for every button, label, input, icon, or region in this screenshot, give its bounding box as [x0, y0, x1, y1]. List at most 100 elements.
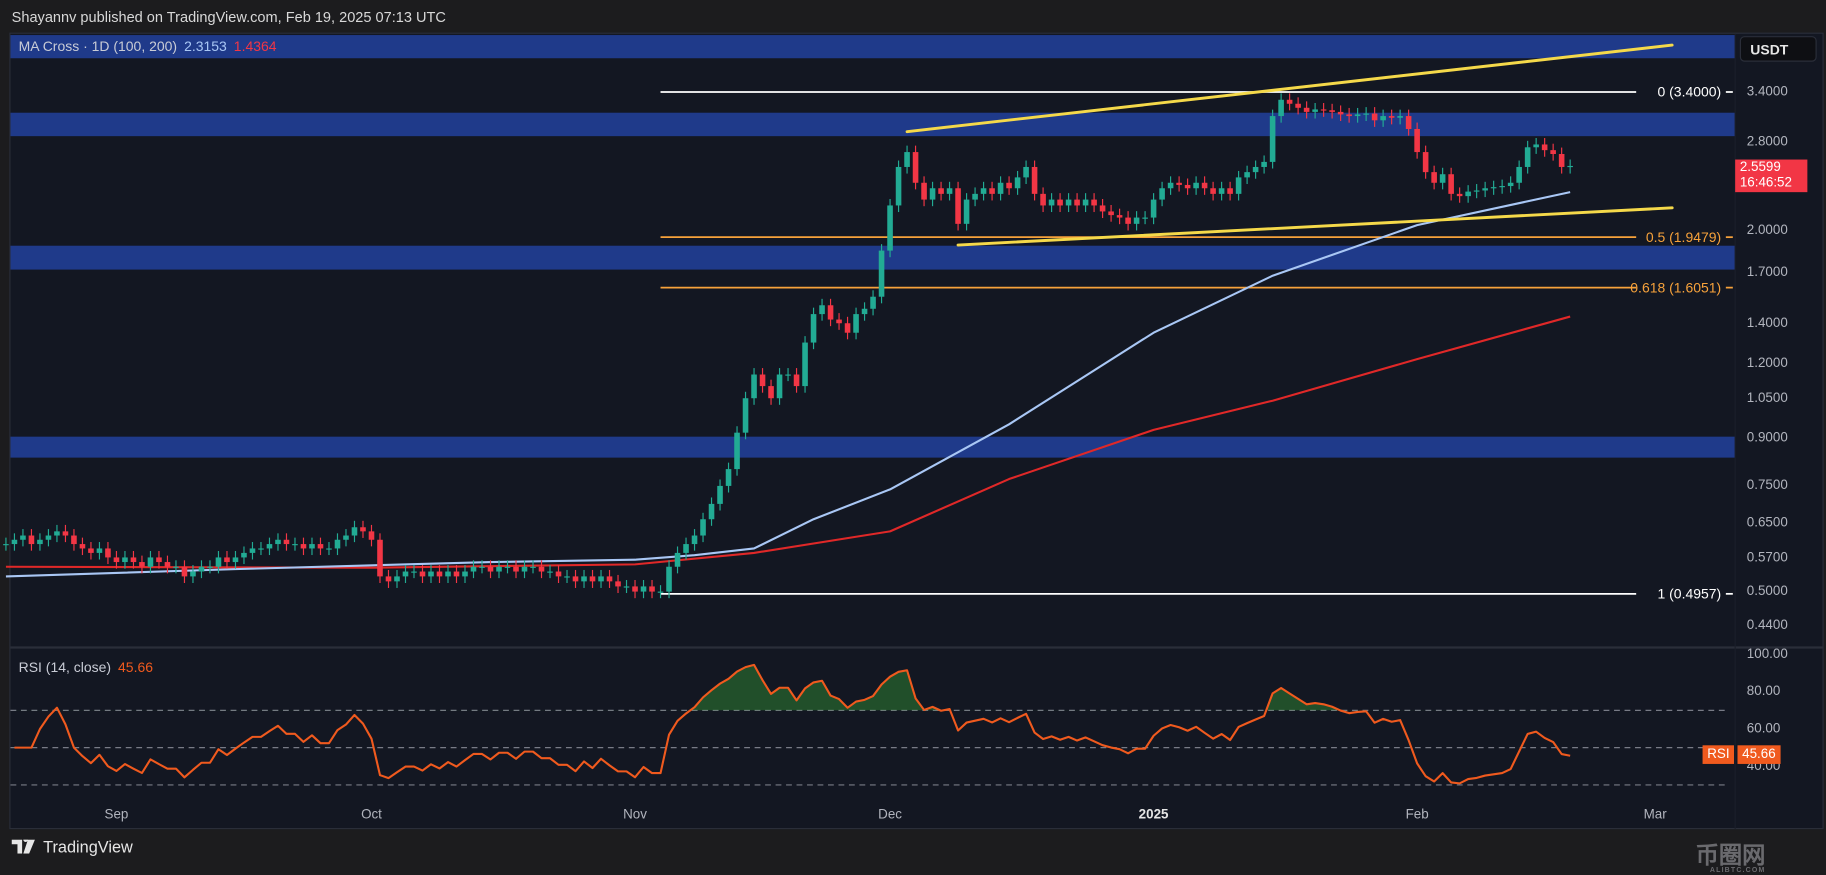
candle-body — [275, 539, 281, 545]
candle — [105, 542, 111, 565]
candle — [309, 537, 315, 556]
candle-body — [147, 557, 154, 567]
candle — [844, 316, 851, 340]
candle — [836, 313, 842, 330]
candle-body — [793, 374, 800, 387]
rsi-tag: RSI — [1702, 745, 1735, 764]
candle-body — [938, 188, 944, 194]
candle-body — [640, 586, 647, 592]
candle — [1167, 176, 1174, 195]
candle-body — [657, 591, 664, 593]
ma-legend[interactable]: MA Cross · 1D (100, 200) 2.3153 1.4364 — [19, 38, 277, 54]
candle — [530, 560, 536, 574]
candle-body — [666, 566, 672, 592]
candle-body — [224, 557, 230, 563]
price-tick-label: 2.8000 — [1746, 135, 1788, 150]
candle — [147, 551, 154, 574]
candle-body — [1473, 190, 1480, 192]
candle-body — [79, 544, 86, 549]
candle-body — [394, 576, 400, 582]
candle-body — [122, 557, 128, 563]
candle — [972, 187, 978, 207]
candle — [1006, 176, 1012, 195]
candle-body — [564, 576, 570, 578]
candle-body — [708, 503, 715, 520]
candle — [292, 537, 298, 551]
candle-body — [1388, 116, 1395, 118]
candle-body — [598, 576, 604, 582]
candle-body — [615, 581, 621, 587]
candle — [581, 569, 587, 588]
candle — [1490, 180, 1497, 195]
candle — [275, 533, 281, 551]
candle — [963, 193, 970, 231]
candle-body — [1142, 217, 1148, 219]
candle — [1065, 193, 1072, 213]
time-tick-label: Oct — [361, 808, 382, 823]
rsi-legend[interactable]: RSI (14, close) 45.66 — [19, 659, 153, 675]
candle-body — [1507, 182, 1514, 187]
candle — [1550, 143, 1556, 161]
candle — [198, 560, 205, 579]
candle-body — [1091, 199, 1097, 206]
candle-body — [1048, 199, 1055, 206]
candle — [802, 336, 808, 393]
candle — [1201, 176, 1208, 195]
candle-body — [717, 485, 723, 504]
candle-body — [759, 374, 766, 387]
candle — [1269, 109, 1276, 169]
ma200-value: 1.4364 — [233, 38, 277, 55]
candle — [419, 565, 426, 583]
rsi-line[interactable] — [14, 663, 1571, 785]
chart-panel[interactable] — [9, 32, 1824, 830]
candle-body — [691, 535, 698, 545]
rsi-value: 45.66 — [118, 659, 154, 676]
candle-body — [810, 314, 817, 343]
candle-body — [139, 562, 145, 567]
time-tick-label: Sep — [104, 808, 129, 823]
ma-label: MA Cross · 1D (100, 200) — [18, 38, 178, 55]
price-tick-label: 0.4400 — [1746, 617, 1788, 632]
candle-body — [1541, 144, 1548, 151]
tradingview-logo[interactable]: TradingView — [11, 837, 133, 856]
candle-body — [504, 566, 511, 568]
candle — [1414, 122, 1420, 159]
candle-body — [1371, 113, 1378, 121]
currency-button[interactable]: USDT — [1739, 36, 1817, 62]
candle-body — [300, 544, 307, 549]
candle-body — [198, 566, 205, 572]
rsi-label: RSI (14, close) — [18, 659, 112, 676]
candle — [1380, 109, 1386, 127]
candle-body — [555, 571, 562, 577]
brand-label: TradingView — [43, 837, 133, 856]
candle — [249, 542, 256, 560]
candle-body — [1312, 109, 1318, 112]
candle — [28, 529, 35, 551]
resistance-zone — [10, 436, 1736, 458]
candle-body — [929, 188, 936, 200]
candle-body — [1235, 177, 1242, 194]
fib-level-label: 1 (0.4957) — [1657, 585, 1722, 602]
candle-body — [963, 199, 970, 224]
price-tick-label: 1.2000 — [1746, 356, 1788, 371]
candle-body — [980, 188, 987, 194]
candle-body — [428, 571, 434, 577]
candle-body — [572, 576, 579, 582]
candle — [1320, 102, 1327, 117]
candle — [360, 520, 366, 538]
candle-body — [266, 544, 273, 549]
candle-body — [861, 308, 868, 315]
candle — [462, 565, 468, 583]
candle — [955, 181, 961, 231]
candle-body — [258, 548, 264, 550]
candle-body — [173, 566, 179, 568]
candle — [1210, 181, 1216, 201]
candle-body — [819, 305, 825, 315]
trend-line[interactable] — [905, 43, 1674, 134]
candle — [122, 551, 128, 569]
trend-line[interactable] — [956, 206, 1674, 247]
candle — [1499, 179, 1505, 194]
candle-body — [1286, 99, 1293, 104]
rsi-tick-label: 80.00 — [1746, 684, 1781, 699]
